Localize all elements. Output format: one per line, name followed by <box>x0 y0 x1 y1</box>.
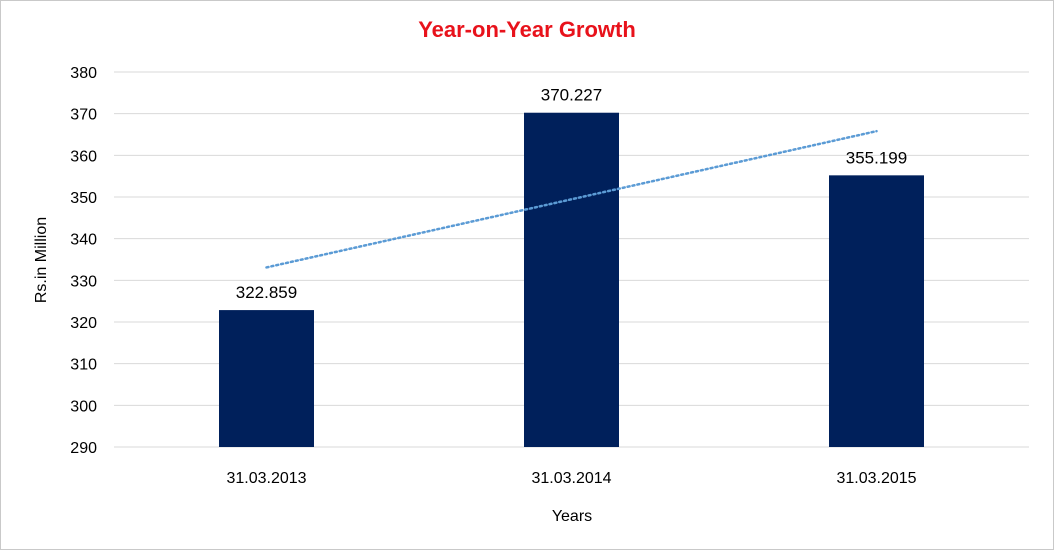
trendline <box>265 129 878 269</box>
bars <box>219 112 924 448</box>
y-tick-label: 340 <box>70 232 97 249</box>
y-tick-label: 300 <box>70 398 97 415</box>
y-tick-label: 320 <box>70 315 97 332</box>
data-label: 355.199 <box>846 148 907 167</box>
x-tick-label: 31.03.2015 <box>836 470 916 487</box>
chart-title: Year-on-Year Growth <box>418 17 636 42</box>
y-tick-label: 310 <box>70 357 97 374</box>
y-tick-label: 350 <box>70 190 97 207</box>
trendline-group <box>265 129 878 269</box>
bar <box>219 310 314 447</box>
y-tick-label: 290 <box>70 440 97 457</box>
x-tick-label: 31.03.2013 <box>226 470 306 487</box>
y-tick-label: 380 <box>70 65 97 82</box>
data-label: 322.859 <box>236 283 297 302</box>
y-axis-title: Rs.in Million <box>33 217 50 303</box>
x-tick-label: 31.03.2014 <box>531 470 611 487</box>
y-axis-ticks: 290 300 310 320 330 340 350 360 370 380 <box>70 65 97 457</box>
data-label: 370.227 <box>541 86 602 105</box>
data-labels: 322.859 370.227 355.199 <box>236 86 907 302</box>
x-axis-ticks: 31.03.2013 31.03.2014 31.03.2015 <box>226 470 916 487</box>
y-tick-label: 330 <box>70 273 97 290</box>
x-axis-title: Years <box>552 508 592 525</box>
y-tick-label: 370 <box>70 107 97 124</box>
bar <box>524 112 619 448</box>
bar <box>829 175 924 447</box>
y-tick-label: 360 <box>70 148 97 165</box>
